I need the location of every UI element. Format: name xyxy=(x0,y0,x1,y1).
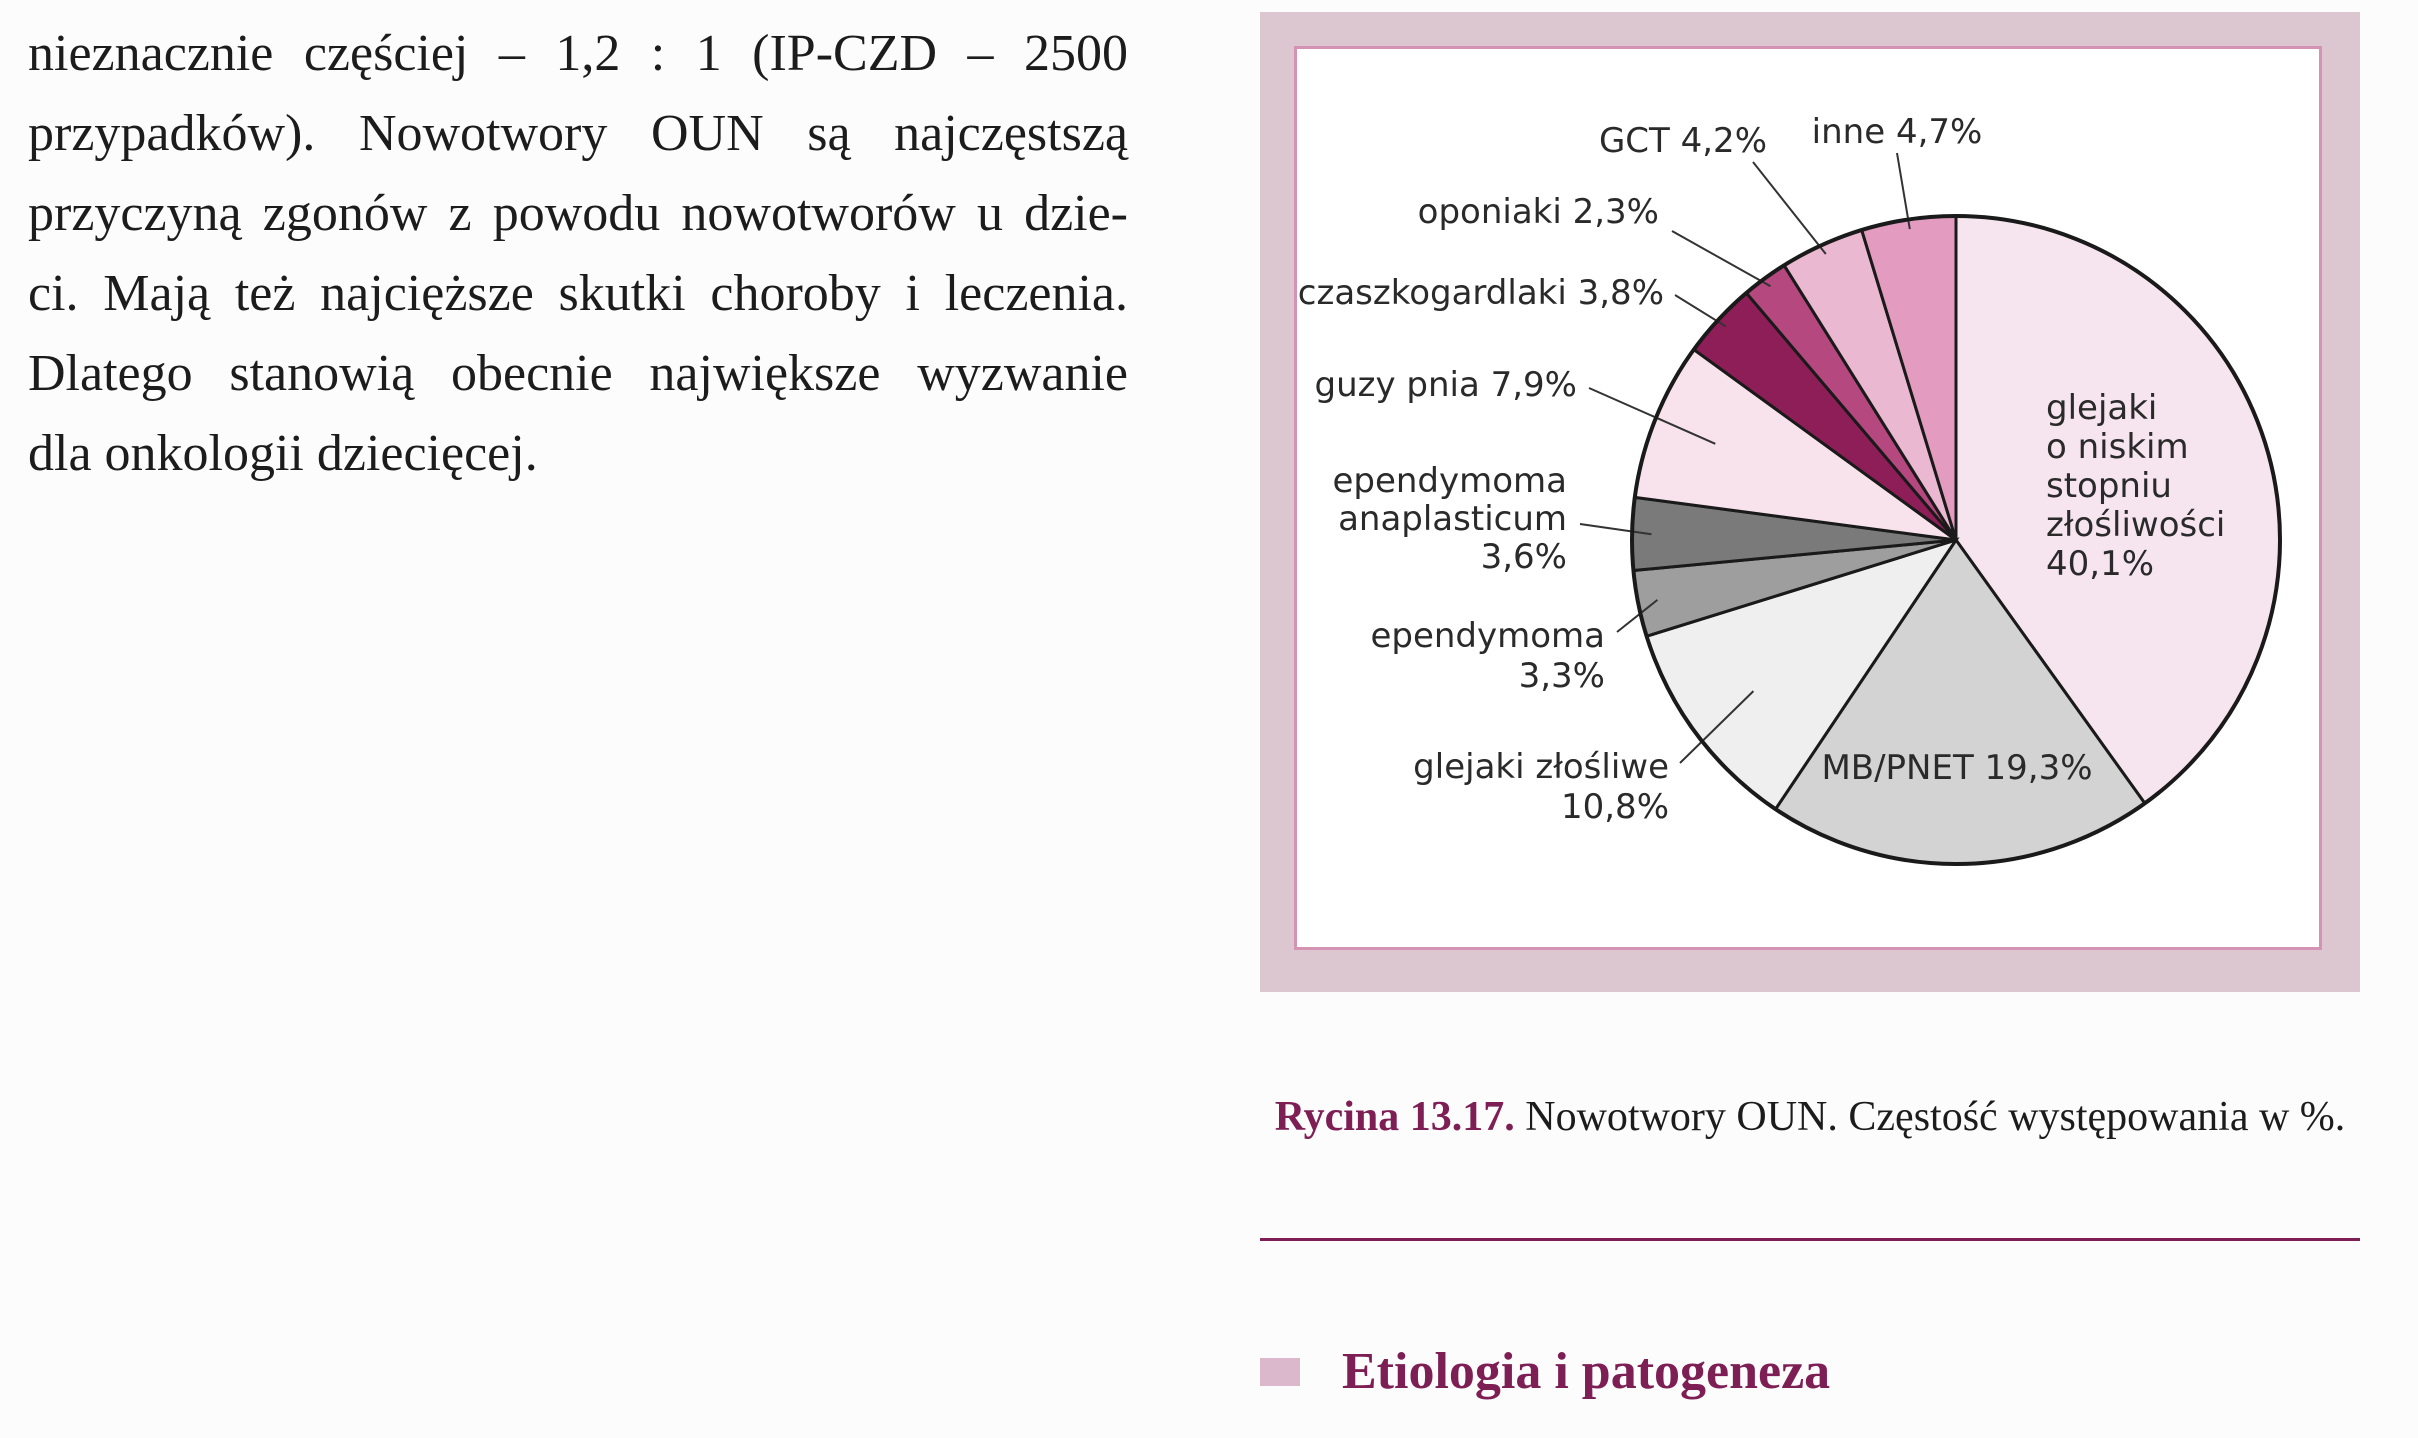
slice-label-line: inne 4,7% xyxy=(1812,112,1983,152)
section-title: Etiologia i patogeneza xyxy=(1342,1343,1831,1400)
paragraph-line: dla onkologii dziecięcej. xyxy=(28,425,538,482)
slice-label-line: złośliwości xyxy=(2046,505,2225,545)
slice-label-line: anaplasticum xyxy=(1338,499,1567,539)
leader-line xyxy=(1671,230,1771,288)
leader-line xyxy=(1588,387,1716,445)
leader-line xyxy=(1752,161,1827,255)
slice-label: czaszkogardlaki 3,8% xyxy=(1298,273,1664,313)
slice-label-line: 10,8% xyxy=(1561,787,1669,827)
paragraph-line: nieznacznie częściej – 1,2 : 1 (IP-CZD –… xyxy=(28,25,1128,82)
caption-text: Nowotwory OUN. Częstość występowania w %… xyxy=(1514,1094,2346,1140)
figure-frame: glejaki o niskim stopniu złośliwości 40,1% MB… xyxy=(1260,12,2360,992)
slice-label: glejaki złośliwe 10,8% xyxy=(1413,747,1669,827)
slice-label-line: 40,1% xyxy=(2046,544,2154,584)
leader-line xyxy=(1616,599,1659,633)
slice-label-line: glejaki złośliwe xyxy=(1413,747,1669,787)
paragraph-line: ci. Mają też najcięższe skutki choroby i… xyxy=(28,265,1128,322)
slice-label-line: ependymoma xyxy=(1332,461,1567,501)
slice-label-line: stopniu xyxy=(2046,466,2172,506)
section-heading: Etiologia i patogeneza xyxy=(1260,1342,1830,1401)
paragraph-line: przypadków). Nowotwory OUN są najczęstsz… xyxy=(28,105,1128,162)
leader-line xyxy=(1896,152,1911,230)
slice-label-line: oponiaki 2,3% xyxy=(1418,192,1659,232)
slice-label-line: glejaki xyxy=(2046,388,2157,428)
slice-label: GCT 4,2% xyxy=(1599,121,1767,161)
slice-label-line: guzy pnia 7,9% xyxy=(1314,365,1577,405)
pie-chart: glejaki o niskim stopniu złośliwości 40,1% MB… xyxy=(1298,112,2282,866)
body-paragraph: nieznacznie częściej – 1,2 : 1 (IP-CZD –… xyxy=(28,14,1128,494)
slice-label-line: MB/PNET 19,3% xyxy=(1821,748,2092,788)
slice-label: inne 4,7% xyxy=(1812,112,1983,152)
slice-label: ependymoma anaplasticum 3,6% xyxy=(1332,461,1567,577)
leader-line xyxy=(1579,523,1652,536)
pie-outline xyxy=(1630,214,2282,866)
slice-label-line: 3,6% xyxy=(1481,537,1567,577)
slice-label-line: GCT 4,2% xyxy=(1599,121,1767,161)
figure-caption: Rycina 13.17. Nowotwory OUN. Częstość wy… xyxy=(1260,1082,2360,1152)
slice-label: oponiaki 2,3% xyxy=(1418,192,1659,232)
slice-label-line: ependymoma xyxy=(1370,616,1605,656)
section-marker xyxy=(1260,1357,1300,1386)
paragraph-line: przyczyną zgonów z powodu nowotworów u d… xyxy=(28,185,1128,242)
paragraph-line: Dlatego stanowią obecnie największe wyzw… xyxy=(28,345,1128,402)
figure-number: Rycina 13.17. xyxy=(1274,1094,1515,1140)
slice-label-line: 3,3% xyxy=(1519,656,1605,696)
slice-label: guzy pnia 7,9% xyxy=(1314,365,1577,405)
slice-label-line: czaszkogardlaki 3,8% xyxy=(1298,273,1664,313)
slice-label: ependymoma 3,3% xyxy=(1370,616,1605,696)
slice-label: MB/PNET 19,3% xyxy=(1821,748,2092,788)
leader-line xyxy=(1679,690,1755,764)
slice-label-line: o niskim xyxy=(2046,427,2189,467)
caption-divider xyxy=(1260,1238,2360,1241)
slice-label: glejaki o niskim stopniu złośliwości 40,1% xyxy=(2046,388,2225,584)
figure-panel: glejaki o niskim stopniu złośliwości 40,1% MB… xyxy=(1294,46,2322,950)
